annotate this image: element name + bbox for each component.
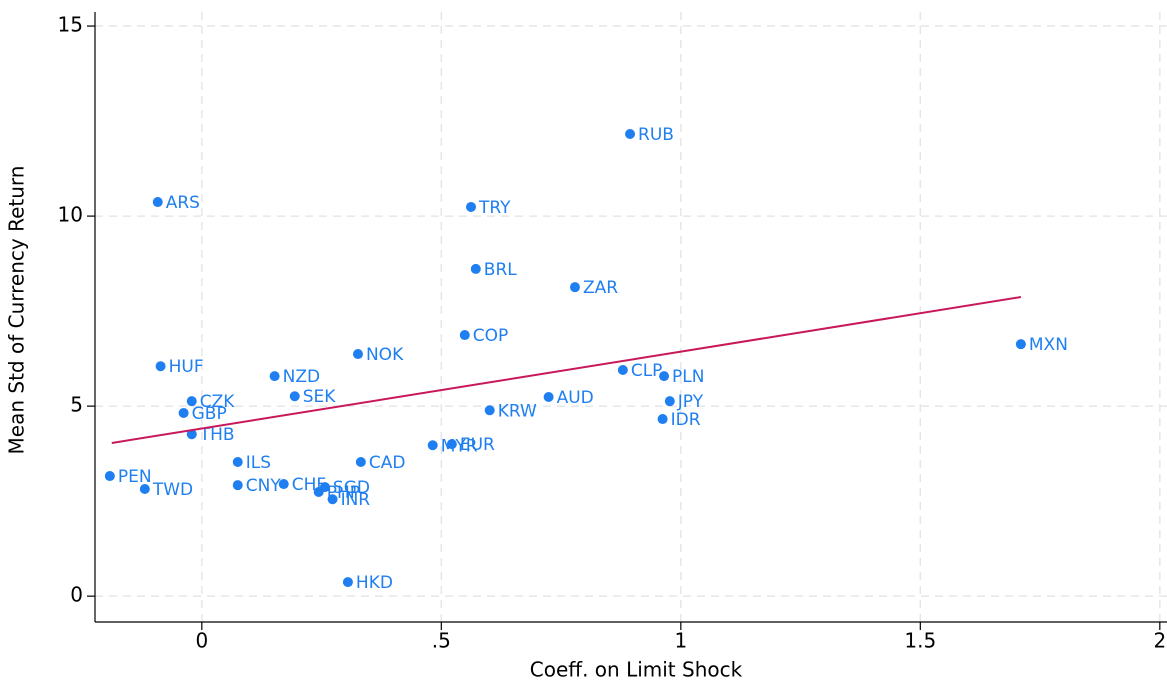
point-label: RUB (638, 125, 674, 145)
point (342, 577, 353, 588)
x-tick-label: 1.5 (904, 629, 936, 653)
point (186, 429, 197, 440)
point (617, 365, 628, 376)
point-label: CLP (631, 361, 663, 381)
point-label: CZK (200, 392, 236, 412)
point-label: SEK (303, 387, 337, 407)
point-label: ZAR (583, 278, 618, 298)
point-label: ARS (166, 193, 200, 213)
point-label: NZD (283, 367, 320, 387)
point (659, 371, 670, 382)
y-axis-title: Mean Std of Currency Return (5, 166, 29, 455)
point (152, 197, 163, 208)
y-tick-label: 0 (70, 583, 83, 607)
point-label: SGD (333, 478, 370, 498)
point-label: KRW (498, 401, 537, 421)
point (446, 439, 457, 450)
point (657, 414, 668, 425)
fit-line (111, 296, 1022, 444)
point (232, 480, 243, 491)
point (269, 371, 280, 382)
point-label: IDR (671, 410, 701, 430)
point (178, 407, 189, 418)
point (313, 487, 324, 498)
point (232, 456, 243, 467)
point-label: INR (341, 490, 371, 510)
point (543, 392, 554, 403)
point (664, 396, 675, 407)
y-tick-label: 15 (58, 13, 83, 37)
point (139, 483, 150, 494)
point (569, 282, 580, 293)
point (625, 129, 636, 139)
point-label: TWD (152, 480, 193, 500)
point (355, 456, 366, 467)
point-label: JPY (677, 392, 704, 412)
point (466, 201, 477, 212)
point (427, 440, 438, 451)
point-label: NOK (366, 345, 404, 365)
x-axis-title: Coeff. on Limit Shock (530, 658, 743, 682)
point-label: CNY (246, 476, 282, 496)
x-tick-label: .5 (432, 629, 451, 653)
point-label: AUD (557, 388, 594, 408)
point (327, 494, 338, 505)
point-label: BRL (484, 260, 517, 280)
point-label: PEN (118, 467, 152, 487)
point (1015, 339, 1026, 350)
point (104, 471, 115, 482)
point-label: CAD (369, 453, 406, 473)
point-label: HKD (356, 573, 393, 593)
point (278, 479, 289, 490)
point (459, 330, 470, 341)
point-label: THB (199, 425, 235, 445)
point-label: GBP (192, 404, 227, 424)
point-label: EUR (460, 435, 495, 455)
point (155, 361, 166, 372)
point (484, 405, 495, 416)
point (470, 263, 481, 274)
y-tick-label: 10 (58, 203, 83, 227)
x-tick-label: 1 (674, 629, 687, 653)
point (289, 391, 300, 402)
point-label: HUF (169, 357, 204, 377)
point (352, 349, 363, 360)
point (186, 396, 197, 407)
point-label: ILS (246, 453, 271, 473)
point-label: MXN (1029, 335, 1068, 355)
point-label: COP (473, 326, 509, 346)
x-tick-label: 2 (1153, 629, 1166, 653)
point-label: TRY (478, 198, 511, 218)
y-tick-label: 5 (70, 393, 83, 417)
point-label: PLN (672, 367, 704, 387)
x-tick-label: 0 (195, 629, 208, 653)
